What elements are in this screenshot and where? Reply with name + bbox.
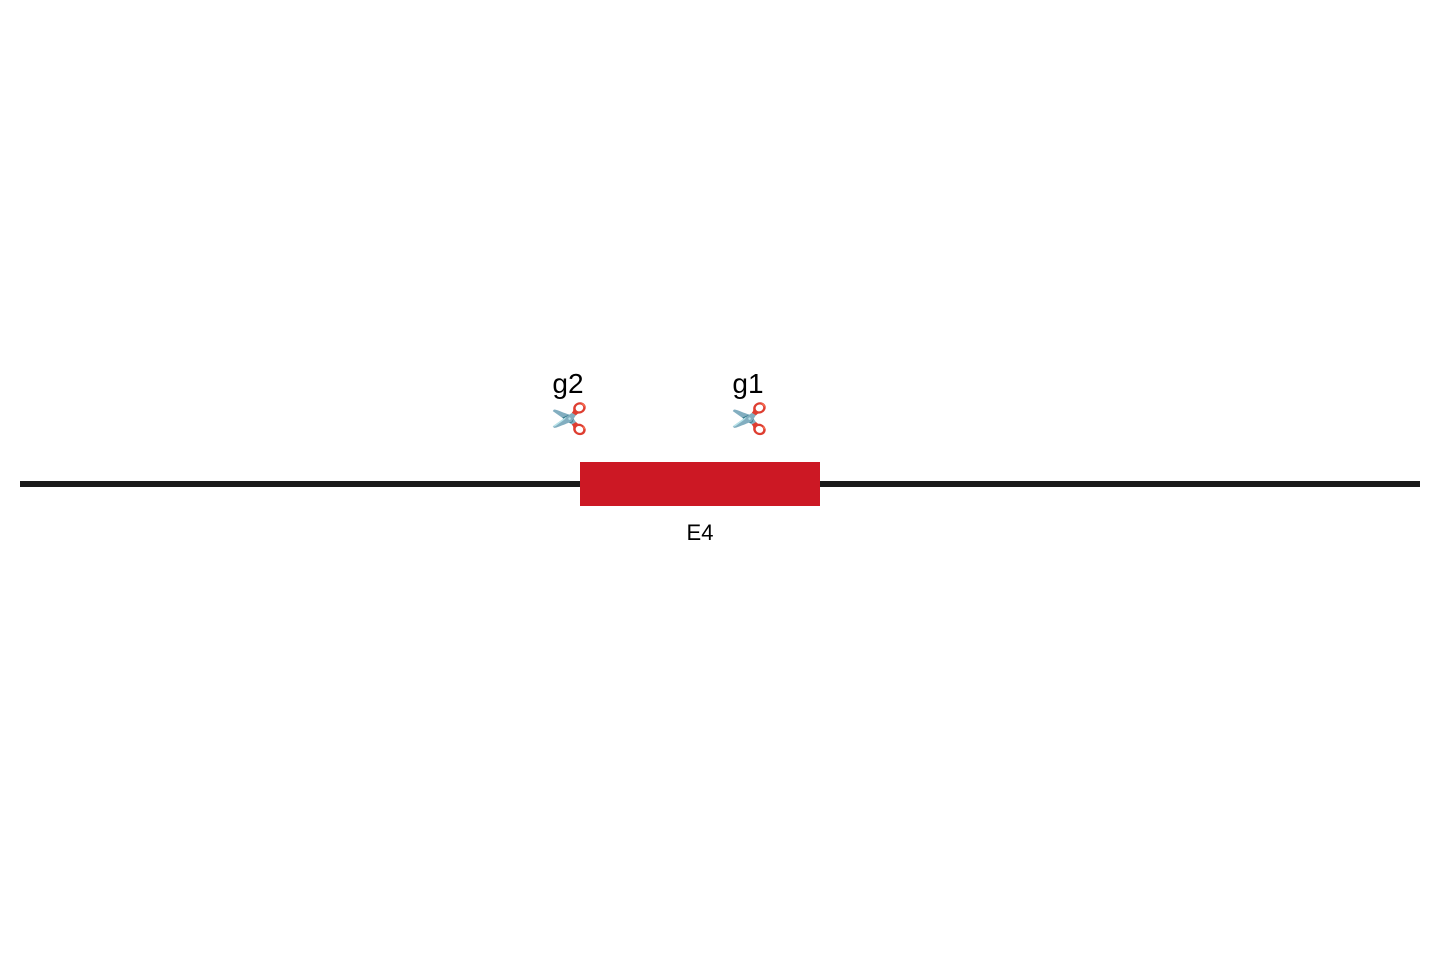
exon-label: E4 [687, 520, 714, 546]
genomic-line-right [820, 481, 1420, 487]
genomic-line-left [20, 481, 580, 487]
exon-box [580, 462, 820, 506]
guide-label-g2: g2 [552, 368, 583, 400]
scissors-icon: ✂ [733, 400, 763, 437]
gene-diagram: E4 g2 ✂ g1 ✂ [0, 0, 1440, 960]
guide-label-g1: g1 [732, 368, 763, 400]
scissors-icon: ✂ [553, 400, 583, 437]
